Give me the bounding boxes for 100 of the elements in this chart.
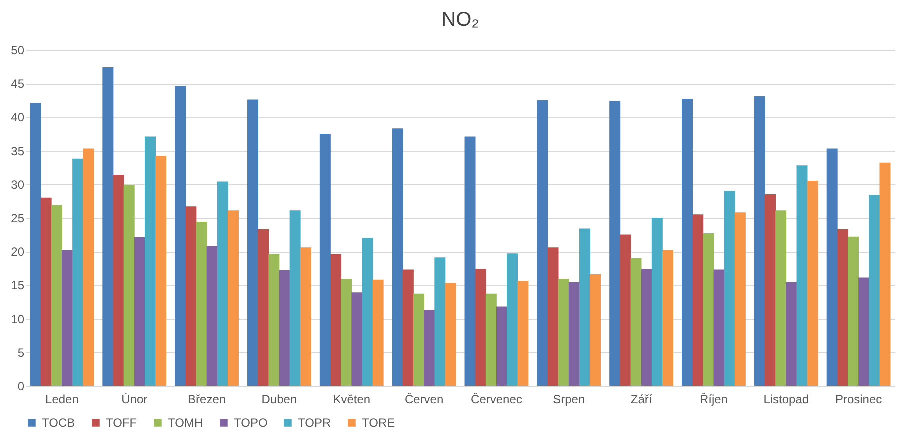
bar [290, 210, 301, 386]
bar [786, 282, 798, 386]
bar [248, 100, 259, 386]
bar [692, 214, 704, 386]
y-tick-label: 0 [18, 380, 25, 394]
bar [156, 156, 167, 386]
x-tick-label: Květen [333, 392, 371, 406]
bar [402, 270, 414, 386]
bar [362, 238, 374, 386]
bar [703, 233, 714, 386]
bar [518, 281, 529, 386]
bar [682, 99, 694, 386]
legend-label: TOMH [168, 416, 204, 430]
bar [486, 294, 497, 386]
y-tick-label: 10 [11, 312, 25, 326]
legend-label: TOPR [298, 416, 332, 430]
bar [765, 194, 776, 386]
bar [83, 148, 94, 386]
bar [652, 218, 663, 386]
bar [754, 96, 766, 386]
bar [30, 103, 42, 386]
y-tick-label: 5 [18, 346, 25, 360]
bar [630, 258, 642, 386]
bar [258, 229, 270, 386]
bar [496, 306, 508, 386]
bar [848, 236, 859, 386]
legend-label: TORE [362, 416, 396, 430]
bar [372, 280, 384, 386]
bar [414, 294, 424, 386]
legend-label: TOCB [42, 416, 76, 430]
y-tick-label: 35 [11, 144, 25, 158]
bar [279, 270, 290, 386]
y-tick-label: 30 [11, 178, 25, 192]
bar [341, 279, 352, 386]
chart-title: NO₂ [442, 9, 480, 31]
bar [826, 148, 838, 386]
bar [662, 250, 674, 386]
y-tick-label: 25 [11, 212, 25, 226]
bar [807, 181, 818, 386]
bar [590, 274, 602, 386]
bar [714, 270, 725, 386]
bar [796, 166, 808, 386]
bar [724, 191, 736, 386]
bar [268, 254, 280, 386]
bar [330, 254, 342, 386]
bar [445, 283, 456, 386]
bar [300, 248, 312, 386]
bar [228, 210, 239, 386]
bar [424, 310, 436, 386]
bar [62, 250, 73, 386]
bar [206, 246, 218, 386]
bar [558, 279, 570, 386]
bar [837, 229, 848, 386]
bar [880, 162, 891, 386]
y-tick-label: 15 [11, 278, 25, 293]
bar [124, 185, 135, 386]
bar [464, 136, 476, 386]
bar [196, 222, 208, 386]
bar [734, 212, 746, 386]
x-tick-label: Srpen [553, 392, 586, 406]
bar [186, 206, 197, 386]
bar [537, 100, 548, 386]
bar [320, 134, 331, 386]
bar [858, 278, 870, 386]
bar [620, 234, 632, 386]
bar [51, 205, 62, 386]
bar [507, 254, 518, 386]
x-tick-label: Listopad [764, 392, 810, 406]
bar [548, 248, 559, 386]
x-tick-label: Prosinec [835, 392, 882, 406]
bar [568, 282, 580, 386]
bar [134, 237, 146, 386]
bar [40, 198, 52, 386]
y-tick-label: 40 [11, 110, 25, 125]
bar [434, 258, 446, 386]
bar [102, 67, 114, 386]
bar [217, 182, 228, 386]
bar [776, 210, 787, 386]
bar [579, 228, 590, 386]
x-tick-label: Únor [122, 392, 148, 406]
bar [352, 292, 363, 386]
bar [641, 269, 652, 386]
x-tick-label: Březen [188, 392, 226, 406]
bar [475, 269, 486, 386]
x-tick-label: Červen [404, 392, 444, 406]
bar [392, 128, 404, 386]
x-tick-label: Říjen [700, 392, 728, 406]
bar [175, 86, 186, 386]
legend-label: TOPO [234, 416, 268, 430]
bar [113, 174, 124, 386]
bar [72, 158, 84, 386]
bar [869, 195, 880, 386]
legend-label: TOFF [106, 416, 138, 430]
x-tick-label: Září [630, 392, 653, 406]
y-tick-label: 20 [11, 245, 25, 260]
bar [144, 136, 156, 386]
y-tick-label: 45 [11, 77, 25, 92]
x-tick-label: Duben [262, 392, 298, 406]
x-tick-label: Leden [46, 392, 79, 406]
x-tick-label: Červenec [471, 392, 522, 406]
